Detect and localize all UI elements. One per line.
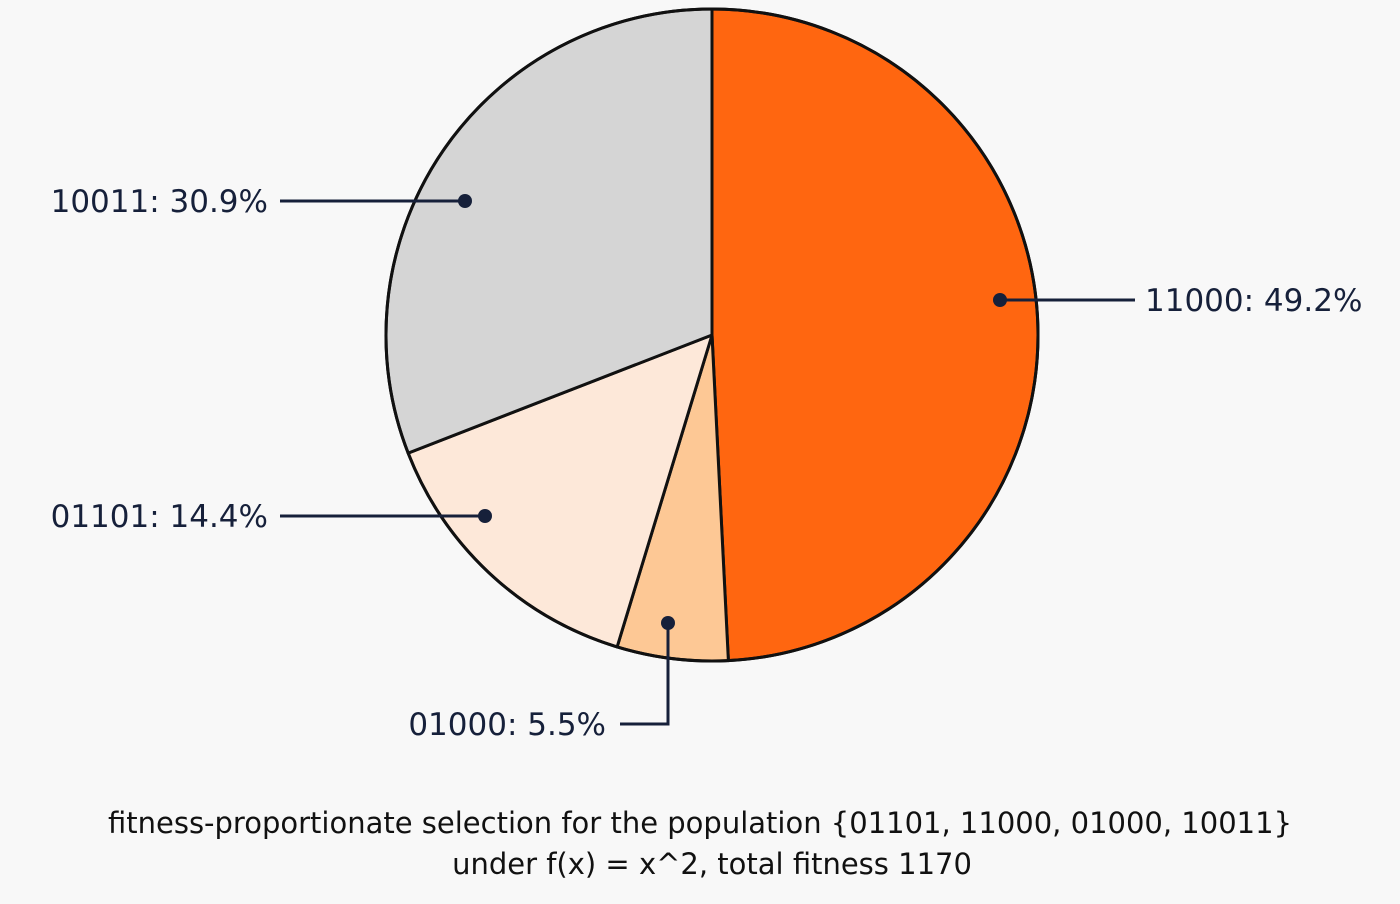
leader-dot-01000 [661, 616, 675, 630]
slice-label-01000: 01000: 5.5% [408, 707, 606, 743]
leader-dot-01101 [478, 509, 492, 523]
caption-layer: fitness-proportionate selection for the … [108, 806, 1292, 881]
pie-slice-11000 [710, 7, 1040, 663]
pie-outline [384, 7, 1040, 663]
leader-line-01000 [620, 623, 670, 726]
caption-line-2: under f(x) = x^2, total fitness 1170 [452, 847, 972, 881]
leader-dot-10011 [458, 194, 472, 208]
slice-label-01101: 01101: 14.4% [51, 499, 268, 535]
slice-label-10011: 10011: 30.9% [51, 184, 268, 220]
leader-dot-11000 [993, 293, 1007, 307]
slices-layer [384, 7, 1040, 663]
slice-label-11000: 11000: 49.2% [1145, 283, 1362, 319]
labels-layer: 11000: 49.2% 01000: 5.5% 01101: 14.4% 10011… [51, 184, 1363, 743]
caption-line-1: fitness-proportionate selection for the … [108, 806, 1292, 840]
